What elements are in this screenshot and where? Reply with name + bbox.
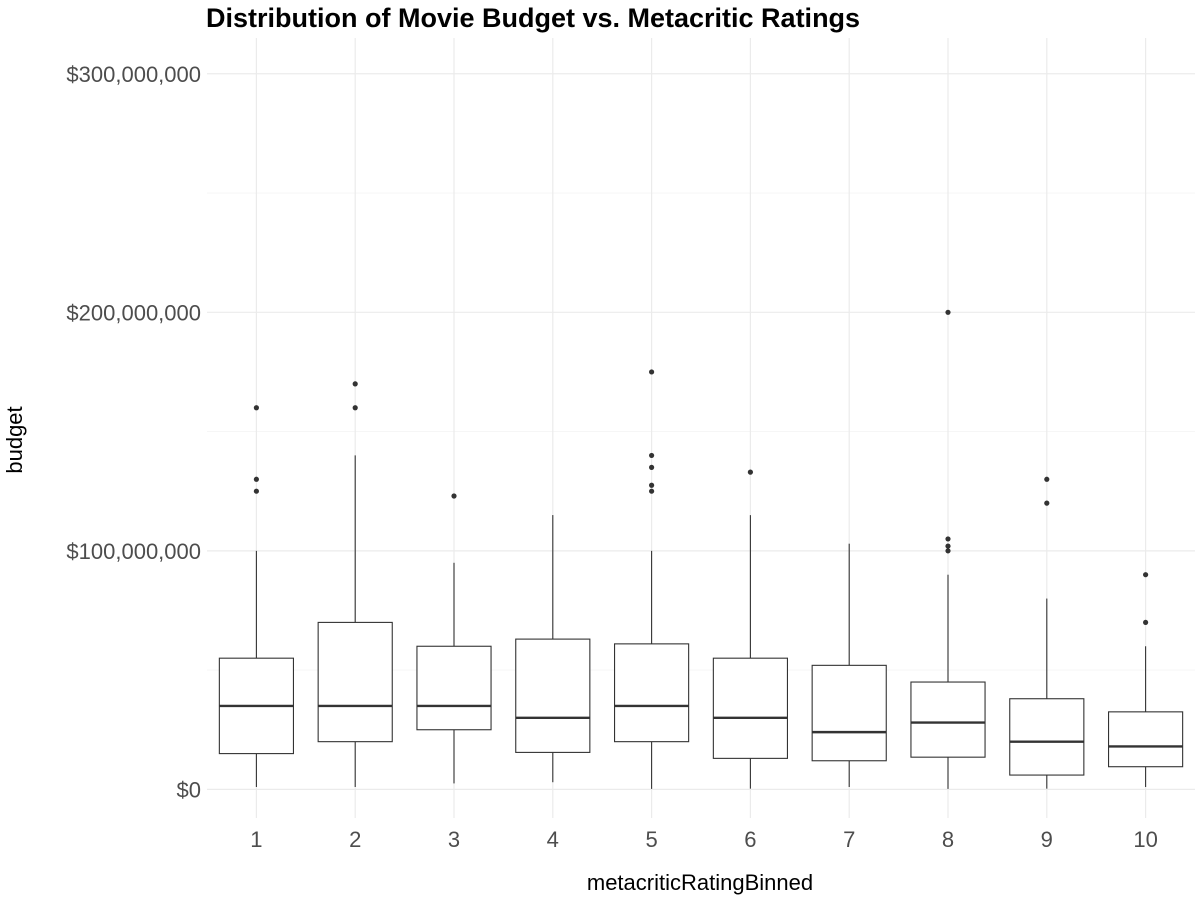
boxplot-6	[712, 469, 788, 789]
outlier-point	[352, 381, 358, 387]
outlier-point	[649, 482, 655, 488]
outlier-point	[649, 369, 655, 375]
iqr-box	[1108, 711, 1184, 768]
boxplot-4	[515, 515, 591, 783]
outlier-point	[747, 469, 754, 475]
outlier-point	[1143, 572, 1149, 578]
iqr-box	[811, 664, 887, 762]
outlier-point	[1044, 476, 1050, 482]
outlier-point	[1143, 619, 1149, 626]
outlier-point	[649, 464, 655, 470]
boxplot-8	[910, 309, 986, 789]
boxplot-5	[613, 369, 690, 789]
iqr-box	[712, 657, 788, 759]
outlier-point	[945, 543, 951, 549]
x-axis-title: metacriticRatingBinned	[587, 870, 813, 895]
x-tick-label: 6	[744, 827, 756, 852]
x-tick-label: 7	[843, 827, 855, 852]
boxplots	[218, 309, 1184, 789]
iqr-box	[416, 645, 492, 731]
x-tick-label: 10	[1133, 827, 1157, 852]
boxplot-9	[1009, 476, 1085, 789]
outlier-point	[1044, 500, 1050, 506]
outlier-point	[649, 488, 655, 494]
outlier-point	[945, 309, 951, 315]
x-tick-label: 4	[547, 827, 559, 852]
outlier-point	[253, 488, 259, 494]
outlier-point	[649, 452, 655, 459]
y-tick-label: $200,000,000	[66, 300, 201, 325]
outlier-point	[253, 476, 259, 482]
y-tick-label: $100,000,000	[66, 539, 201, 564]
boxplot-2	[317, 381, 393, 787]
y-tick-label: $300,000,000	[66, 62, 201, 87]
y-axis-ticks: $0 $100,000,000 $200,000,000 $300,000,000	[66, 62, 201, 803]
iqr-box	[515, 638, 591, 753]
outlier-point	[352, 405, 358, 411]
iqr-box	[1009, 698, 1085, 776]
y-axis-title: budget	[2, 406, 27, 473]
x-tick-label: 5	[645, 827, 657, 852]
x-tick-label: 1	[250, 827, 262, 852]
iqr-box	[317, 621, 393, 743]
iqr-box	[910, 681, 986, 758]
x-tick-label: 9	[1041, 827, 1053, 852]
outlier-point	[451, 493, 457, 499]
outlier-point	[945, 536, 951, 542]
x-tick-label: 2	[349, 827, 361, 852]
iqr-box	[613, 643, 690, 743]
boxplot-1	[218, 405, 295, 787]
outlier-point	[945, 548, 951, 554]
y-tick-label: $0	[177, 777, 201, 802]
x-tick-label: 3	[448, 827, 460, 852]
chart-title: Distribution of Movie Budget vs. Metacri…	[206, 3, 860, 33]
boxplot-3	[416, 493, 492, 784]
boxplot-10	[1108, 572, 1184, 787]
x-tick-label: 8	[942, 827, 954, 852]
outlier-point	[253, 405, 259, 411]
boxplot-7	[811, 543, 887, 787]
x-axis-ticks: 1 2 3 4 5 6 7 8 9 10	[250, 827, 1158, 852]
